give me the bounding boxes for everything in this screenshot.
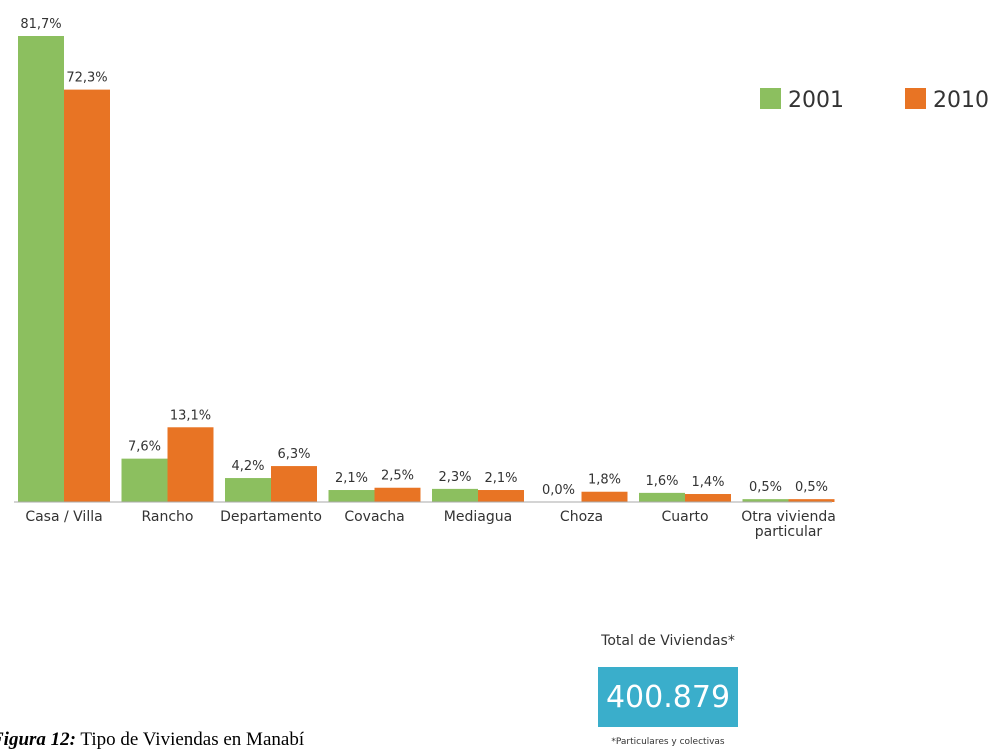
caption-text: Tipo de Viviendas en Manabí xyxy=(80,729,304,749)
legend-label: 2001 xyxy=(788,88,844,113)
value-label: 7,6% xyxy=(128,440,161,455)
bar xyxy=(581,491,628,502)
x-tick-label: Mediagua xyxy=(443,509,513,525)
value-label: 0,5% xyxy=(795,480,828,495)
value-label: 13,1% xyxy=(170,408,211,423)
legend-swatch xyxy=(760,88,781,109)
legend-swatch xyxy=(905,88,926,109)
bar xyxy=(167,427,214,502)
bar xyxy=(121,458,168,502)
bar xyxy=(788,499,835,502)
x-tick-label: Departamento xyxy=(220,509,322,525)
value-label: 81,7% xyxy=(20,17,61,32)
x-tick-label: Cuarto xyxy=(661,509,709,525)
value-label: 4,2% xyxy=(231,459,264,474)
x-tick-label: Rancho xyxy=(141,509,194,525)
caption: Figura 12: Tipo de Viviendas en Manabí xyxy=(0,729,305,749)
x-tick-label: Covacha xyxy=(344,509,405,525)
caption-label: Figura 12: xyxy=(0,729,76,749)
total-note: *Particulares y colectivas xyxy=(611,737,725,747)
bar xyxy=(271,466,317,502)
bar xyxy=(374,487,421,502)
bar xyxy=(742,499,789,502)
value-label: 2,1% xyxy=(484,471,517,486)
bar xyxy=(64,89,110,503)
total-value: 400.879 xyxy=(606,680,730,715)
bar xyxy=(432,488,478,502)
total-title: Total de Viviendas* xyxy=(600,633,735,649)
value-label: 2,1% xyxy=(335,471,368,486)
bar xyxy=(328,490,375,502)
value-label: 72,3% xyxy=(66,71,107,86)
value-label: 0,5% xyxy=(749,480,782,495)
value-label: 1,6% xyxy=(645,474,678,489)
x-tick-label: Choza xyxy=(559,509,604,525)
total-box xyxy=(598,667,738,727)
value-label: 0,0% xyxy=(542,483,575,498)
legend-label: 2010 xyxy=(933,88,988,113)
value-label: 6,3% xyxy=(277,447,310,462)
value-label: 1,8% xyxy=(588,473,621,488)
value-label: 1,4% xyxy=(691,475,724,490)
bar xyxy=(225,478,271,502)
bar xyxy=(18,36,64,502)
value-label: 2,5% xyxy=(381,469,414,484)
bar xyxy=(685,494,731,502)
x-tick-label: Casa / Villa xyxy=(25,509,103,525)
value-label: 2,3% xyxy=(438,470,471,485)
bar xyxy=(639,492,685,502)
x-tick-label: Otra vivienda particular xyxy=(741,509,836,540)
bar xyxy=(478,490,524,502)
